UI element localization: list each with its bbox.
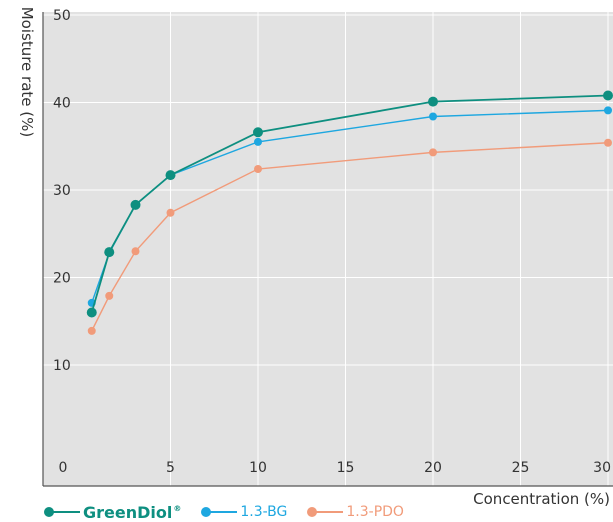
axes — [42, 12, 613, 487]
x-tick-label-20: 20 — [424, 460, 442, 476]
x-tick-label-30: 30 — [593, 460, 611, 476]
legend-swatch-greendiol — [44, 505, 80, 519]
legend-dot-1-3-bg — [201, 507, 212, 517]
legend-line-1-3-bg — [205, 511, 238, 513]
data-point-1-3-pdo-3 — [166, 208, 175, 217]
data-point-1-3-pdo-4 — [254, 165, 262, 173]
series-1-3-pdo — [87, 138, 612, 335]
x-tick-label-10: 10 — [249, 460, 267, 476]
data-point-1-3-pdo-2 — [131, 247, 140, 256]
y-tick-label-50: 50 — [53, 8, 71, 24]
legend-line-1-3-pdo — [311, 511, 344, 513]
y-tick-label-30: 30 — [53, 183, 71, 199]
legend-line-greendiol — [48, 511, 80, 513]
data-point-1-3-pdo-0 — [87, 326, 96, 335]
data-point-1-3-pdo-6 — [604, 138, 612, 147]
series-group — [86, 90, 613, 335]
data-point-1-3-bg-6 — [604, 106, 612, 115]
legend-label-greendiol: GreenDiol® — [83, 503, 181, 522]
x-tick-label-15: 15 — [337, 460, 355, 476]
data-point-greendiol-2 — [130, 199, 141, 210]
data-point-greendiol-1 — [104, 247, 115, 258]
y-axis-title: Moisture rate (%) — [18, 7, 36, 138]
data-point-greendiol-3 — [165, 170, 176, 181]
legend-swatch-1-3-bg — [201, 505, 238, 519]
legend-item-1-3-bg: 1.3-BG — [201, 504, 287, 520]
data-point-greendiol-5 — [428, 96, 438, 107]
x-tick-labels: 0 5 10 15 20 25 30 — [59, 460, 611, 476]
series-greendiol — [86, 90, 613, 318]
legend-text-greendiol: GreenDiol — [83, 502, 173, 522]
plot-background — [43, 12, 613, 486]
legend-item-greendiol: GreenDiol® — [44, 503, 181, 522]
x-tick-label-5: 5 — [166, 460, 175, 476]
data-point-1-3-bg-4 — [254, 137, 262, 146]
data-point-greendiol-4 — [253, 127, 263, 138]
data-point-1-3-bg-5 — [429, 112, 437, 121]
legend-dot-greendiol — [44, 507, 54, 517]
data-point-greendiol-6 — [603, 90, 613, 101]
x-tick-label-0: 0 — [59, 460, 68, 476]
y-tick-label-40: 40 — [53, 96, 71, 112]
legend-item-1-3-pdo: 1.3-PDO — [307, 504, 404, 520]
x-tick-label-25: 25 — [512, 460, 530, 476]
x-axis-title: Concentration (%) — [473, 490, 610, 508]
legend-label-1-3-pdo: 1.3-PDO — [346, 504, 404, 520]
legend-label-1-3-bg: 1.3-BG — [240, 504, 288, 520]
y-tick-label-10: 10 — [53, 358, 71, 374]
registered-mark: ® — [173, 504, 182, 514]
legend: GreenDiol® 1.3-BG 1.3-PDO — [44, 503, 424, 522]
y-tick-label-20: 20 — [53, 271, 71, 287]
data-point-1-3-pdo-5 — [429, 148, 437, 157]
y-tick-labels: 10 20 30 40 50 — [53, 8, 71, 374]
data-point-greendiol-0 — [86, 307, 97, 318]
data-point-1-3-pdo-1 — [105, 291, 114, 300]
legend-swatch-1-3-pdo — [307, 505, 344, 519]
legend-dot-1-3-pdo — [307, 507, 318, 517]
